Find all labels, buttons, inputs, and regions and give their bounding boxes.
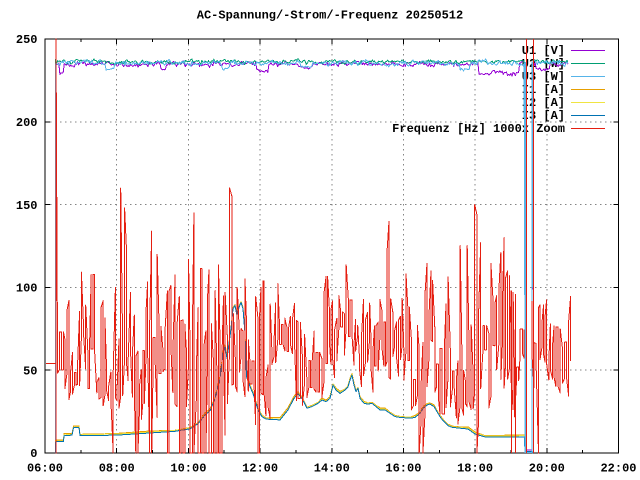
svg-text:06:00: 06:00 xyxy=(27,462,63,476)
svg-text:I3 [A]: I3 [A] xyxy=(522,109,565,123)
svg-text:14:00: 14:00 xyxy=(314,462,350,476)
svg-text:I1 [A]: I1 [A] xyxy=(522,83,565,97)
svg-text:U3 [W]: U3 [W] xyxy=(522,70,565,84)
svg-text:250: 250 xyxy=(16,33,38,47)
svg-text:18:00: 18:00 xyxy=(457,462,493,476)
svg-text:100: 100 xyxy=(16,282,38,296)
svg-text:200: 200 xyxy=(16,116,38,130)
svg-text:12:00: 12:00 xyxy=(242,462,278,476)
svg-text:16:00: 16:00 xyxy=(385,462,421,476)
svg-text:0: 0 xyxy=(30,447,37,461)
svg-text:08:00: 08:00 xyxy=(99,462,135,476)
svg-text:50: 50 xyxy=(23,364,37,378)
svg-text:20:00: 20:00 xyxy=(529,462,565,476)
svg-text:I2 [A]: I2 [A] xyxy=(522,96,565,110)
svg-text:10:00: 10:00 xyxy=(170,462,206,476)
svg-text:U1 [V]: U1 [V] xyxy=(522,44,565,58)
svg-text:150: 150 xyxy=(16,199,38,213)
svg-text:Frequenz [Hz] 1000x Zoom: Frequenz [Hz] 1000x Zoom xyxy=(392,122,565,136)
svg-text:22:00: 22:00 xyxy=(600,462,636,476)
svg-text:AC-Spannung/-Strom/-Frequenz 2: AC-Spannung/-Strom/-Frequenz 20250512 xyxy=(197,9,463,23)
